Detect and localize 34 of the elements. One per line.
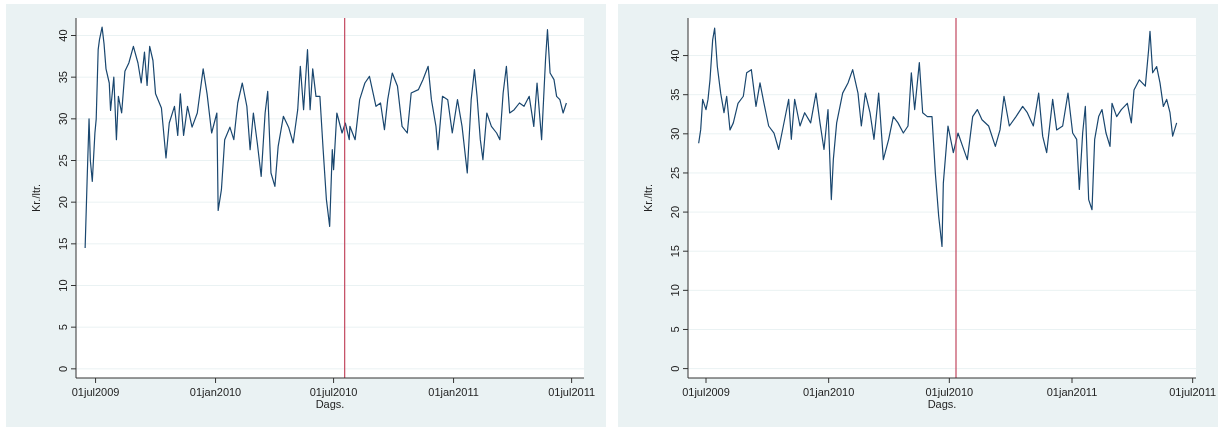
y-tick-label: 25 xyxy=(669,166,681,180)
x-tick-label: 01jan2010 xyxy=(189,386,242,398)
y-tick-label: 30 xyxy=(669,127,681,140)
y-axis-title: Kr./ltr. xyxy=(30,183,42,213)
x-axis-title: Dags. xyxy=(927,398,957,410)
x-tick-label: 01jul2011 xyxy=(1169,386,1217,398)
y-tick-label: 0 xyxy=(669,365,681,372)
y-tick-label: 10 xyxy=(57,279,69,292)
y-tick-label: 35 xyxy=(57,71,69,84)
y-tick-label: 15 xyxy=(669,245,681,258)
y-tick-label: 15 xyxy=(57,237,69,250)
x-tick-label: 01jul2011 xyxy=(548,386,596,398)
line-series xyxy=(84,26,567,249)
y-tick-label: 40 xyxy=(57,29,69,42)
y-tick-label: 35 xyxy=(669,88,681,101)
x-tick-label: 01jul2010 xyxy=(309,386,358,398)
x-tick-label: 01jan2011 xyxy=(1046,386,1098,398)
y-tick-label: 40 xyxy=(669,49,681,62)
x-tick-label: 01jan2011 xyxy=(428,386,479,398)
x-tick-label: 01jul2009 xyxy=(682,386,730,398)
x-axis-title: Dags. xyxy=(315,398,345,410)
x-tick-label: 01jan2010 xyxy=(802,386,855,398)
line-series xyxy=(698,27,1178,248)
y-tick-label: 10 xyxy=(669,284,681,297)
y-tick-label: 20 xyxy=(57,196,69,209)
y-tick-label: 5 xyxy=(669,326,681,333)
y-tick-label: 20 xyxy=(669,205,681,219)
y-tick-label: 25 xyxy=(57,154,69,167)
y-tick-label: 30 xyxy=(57,112,69,125)
y-tick-label: 5 xyxy=(57,324,69,331)
y-tick-label: 0 xyxy=(57,365,69,372)
x-tick-label: 01jul2010 xyxy=(925,386,974,398)
y-axis-title: Kr./ltr. xyxy=(642,183,654,213)
x-tick-label: 01jul2009 xyxy=(71,386,120,398)
